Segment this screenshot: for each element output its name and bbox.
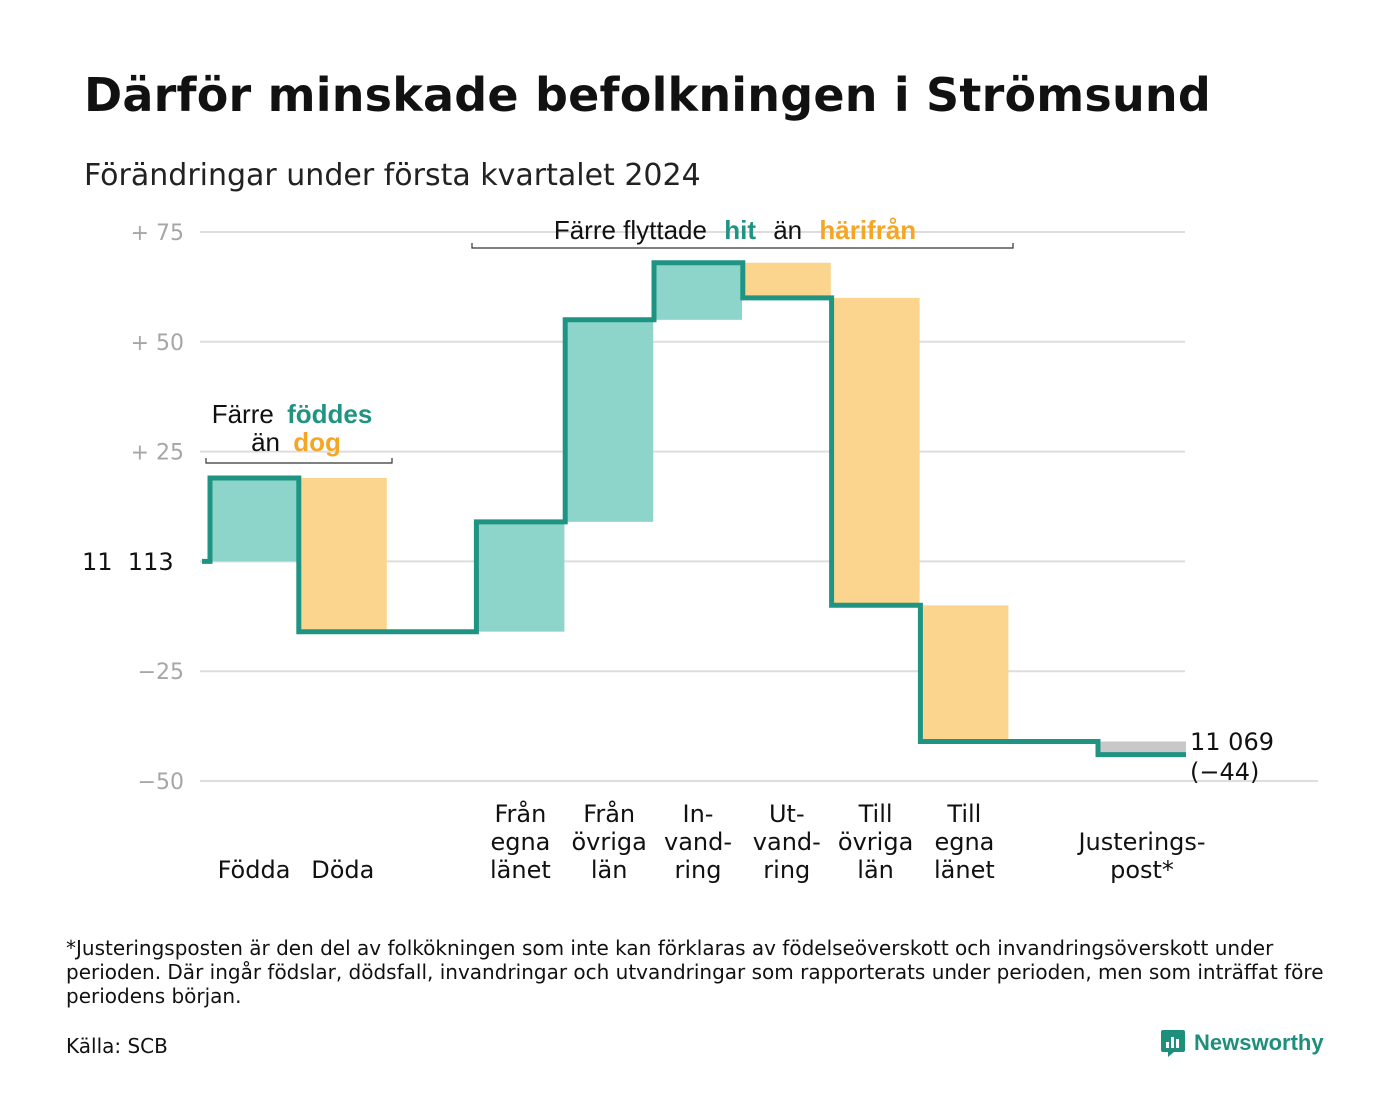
category-label: vand- [753,828,821,856]
svg-text:än dog: än dog [251,427,341,457]
brand-name: Newsworthy [1194,1030,1324,1055]
migration-annotation-plain-1: Färre flyttade [554,215,707,245]
migration-bracket [471,243,1014,249]
category-label: In- [683,800,714,828]
migration-annotation-highlight-1: hit [724,215,756,245]
bar [920,605,1009,742]
y-axis-ticks: + 75 + 50 + 25 −25 −50 [131,221,184,795]
start-value-label: 11 113 [82,548,174,576]
bar [210,477,298,562]
category-label: län [591,856,628,884]
bar [298,477,387,632]
migration-annotation: Färre flyttade hit än härifrån [471,215,1014,249]
bar [1098,741,1186,755]
births-annotation: Färre föddes än dog [205,399,393,464]
bar [654,262,742,320]
bar [742,262,831,298]
page-subtitle: Förändringar under första kvartalet 2024 [84,158,701,193]
end-change-label: (−44) [1190,758,1259,786]
footnote: *Justeringsposten är den del av folkökni… [66,936,1324,1008]
waterfall-chart: + 75+ 50+ 25−25−50 Födda DödaFrånegnaläne… [82,215,1318,884]
migration-annotation-highlight-2: härifrån [819,215,916,245]
gridlines [200,231,1318,782]
brand-logo: Newsworthy [1160,1028,1324,1058]
births-bracket [205,458,393,464]
svg-text:Färre föddes: Färre föddes [212,399,373,429]
category-label: Från [583,799,635,828]
newsworthy-logo-icon [1161,1030,1185,1057]
bars [210,262,1186,755]
category-label: övriga [838,828,913,856]
y-tick-label: −50 [138,770,184,795]
category-label: övriga [572,828,647,856]
category-label: Ut- [769,800,805,828]
births-annotation-plain-2: än [251,427,280,457]
bar [565,319,654,522]
bar [831,297,920,606]
migration-annotation-plain-2: än [773,215,802,245]
category-label: post* [1110,856,1174,884]
category-label: ring [763,856,810,884]
end-value-label: 11 069 [1190,728,1274,756]
y-tick-label: + 25 [131,441,184,466]
births-annotation-highlight: föddes [287,399,372,429]
category-label: egna [934,828,994,856]
births-annotation-plain: Färre [212,399,274,429]
page-title: Därför minskade befolkningen i Strömsund [84,68,1212,122]
category-label: Till [946,800,981,828]
category-labels: Födda DödaFrånegnalänetFrånövrigalänIn-va… [218,799,1206,884]
category-label: ring [675,856,722,884]
category-label: länet [490,856,551,884]
category-label: Justerings- [1076,828,1205,856]
category-label: egna [490,828,550,856]
svg-text:Färre flyttade hit: Färre flyttade hit än härifrån [554,215,916,245]
y-tick-label: −25 [138,660,184,685]
cumulative-line-path [202,260,1186,758]
category-label: Från [494,799,546,828]
y-tick-label: + 75 [131,221,184,246]
y-tick-label: + 50 [131,331,184,356]
cumulative-line [202,260,1186,758]
category-label: län [857,856,894,884]
category-label: Födda [218,856,291,884]
category-label: vand- [664,828,732,856]
category-label: Till [858,800,893,828]
source-label: Källa: SCB [66,1034,168,1058]
category-label: länet [934,856,995,884]
bar [476,521,565,632]
births-annotation-highlight-2: dog [293,427,341,457]
category-label: Döda [311,856,374,884]
